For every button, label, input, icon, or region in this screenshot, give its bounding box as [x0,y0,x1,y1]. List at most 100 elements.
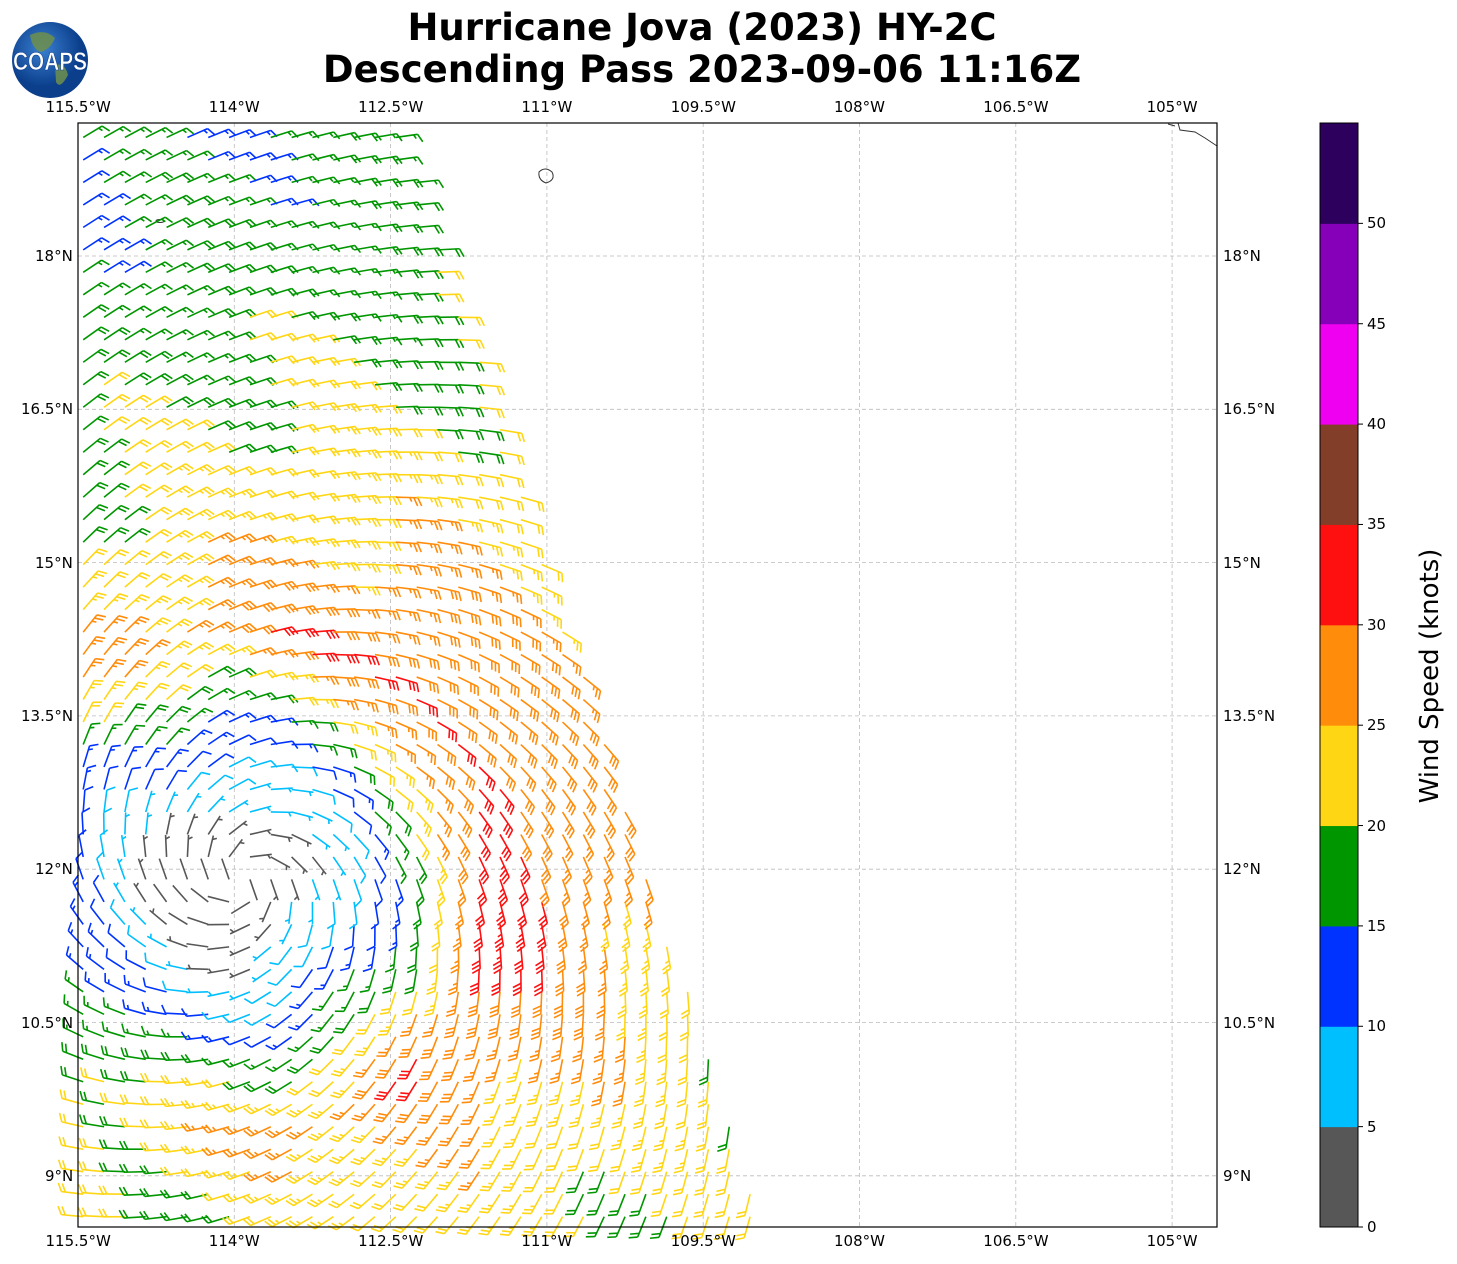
wind-barb [82,785,94,813]
wind-barb [243,1058,272,1071]
wind-barb [124,615,150,633]
wind-barb [607,1193,626,1217]
wind-barb [416,766,436,790]
wind-barb [187,262,215,274]
wind-barb [228,689,257,701]
wind-barb [330,1081,355,1099]
wind-barb [416,428,444,439]
wind-barb [499,428,526,443]
wind-barb [145,238,174,251]
wind-barb [328,1193,355,1209]
wind-barb [535,946,545,975]
wind-barb [243,1081,272,1093]
wind-barb [561,743,579,770]
wind-barb [393,1171,418,1190]
wind-barb [166,351,194,363]
lon-tick-label-bottom: 111°W [521,1232,573,1250]
wind-barb [207,150,236,161]
wind-barb [166,463,194,476]
wind-barb [603,879,613,908]
wind-barb [201,1011,230,1021]
wind-barb [124,238,152,251]
wind-barb [415,856,428,885]
wind-barb [437,563,463,578]
wind-barb [149,908,168,926]
wind-barb [491,969,501,997]
wind-barb [416,788,434,814]
wind-barb [228,756,257,768]
wind-barb [456,1216,480,1236]
wind-barb [65,946,84,970]
wind-barb [172,884,189,903]
wind-barb [99,1115,125,1128]
wind-barb [499,496,525,512]
wind-barb [207,709,236,723]
wind-barb [228,734,257,746]
wind-barb [186,942,209,948]
wind-barb [371,1193,397,1211]
wind-barb [291,198,320,207]
wind-barb [464,1036,480,1061]
wind-barb [426,969,439,996]
wind-barb [103,438,131,453]
wind-barb [289,991,314,1010]
wind-barb [270,648,299,659]
wind-barb [291,175,320,184]
wind-barb [264,1103,293,1117]
wind-barb [187,396,215,408]
wind-barb [124,812,130,835]
wind-barb [350,1126,376,1144]
wind-barb [566,1148,585,1172]
wind-barb [180,1190,209,1200]
wind-barb [354,653,380,666]
wind-barb [133,882,147,903]
wind-barb [520,586,543,605]
wind-barb [103,549,130,566]
wind-barb [413,1216,439,1234]
wind-barb [416,676,440,694]
wind-barb [374,721,398,739]
wind-barb [122,999,146,1016]
wind-barb [520,563,544,582]
wind-barb [478,1216,501,1236]
wind-barb [520,743,538,769]
lon-tick-label-bottom: 108°W [834,1232,885,1250]
wind-barb [201,1079,230,1089]
wind-barb [458,451,485,464]
wind-barb [377,1014,397,1036]
wind-barb [552,1014,564,1041]
wind-barb [103,170,132,184]
wind-barb [124,193,153,206]
wind-barb [437,496,464,509]
wind-barb [207,753,235,768]
wind-barb [447,969,460,996]
wind-barb [333,676,360,688]
wind-barb [98,1208,125,1218]
wind-barb [674,1126,689,1152]
wind-barb [437,293,465,303]
wind-barb [207,308,236,319]
wind-barb [569,1081,585,1107]
wind-barb [187,307,215,319]
lat-tick-label-right: 15°N [1223,553,1261,572]
wind-barb [124,637,149,656]
wind-barb [601,901,611,930]
wind-barb [521,1216,543,1237]
wind-barb [660,969,671,997]
wind-barb [145,550,172,566]
wind-barb [638,991,648,1019]
wind-barb [291,582,320,593]
wind-barb [416,518,443,531]
wind-barb [395,563,422,576]
wind-barb [541,586,563,606]
wind-barb [164,834,171,857]
wind-barb [249,853,272,860]
wind-barb [85,947,105,970]
wind-barb [312,538,341,548]
wind-barb [582,856,593,885]
wind-barb [565,1193,585,1216]
wind-barb [624,856,635,885]
wind-barb [548,1081,564,1106]
wind-barb [161,1004,188,1016]
wind-barb [354,631,381,643]
